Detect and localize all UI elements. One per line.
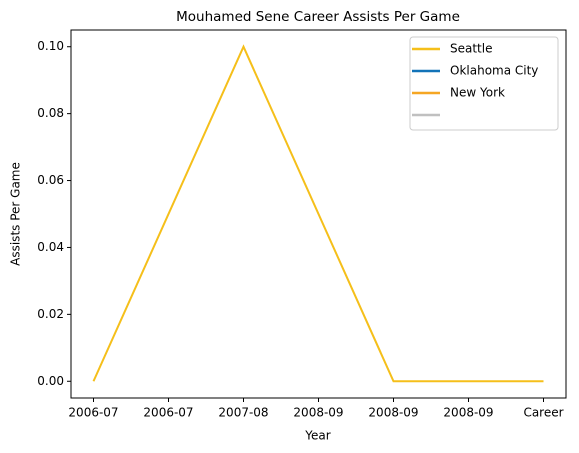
y-tick-label: 0.02 [37, 307, 64, 321]
series-line [92, 44, 544, 383]
x-tick-label: 2007-08 [218, 406, 268, 420]
y-axis-label: Assists Per Game [9, 162, 23, 266]
x-tick-label: Career [523, 406, 563, 420]
x-tick-label: 2006-07 [143, 406, 193, 420]
legend-box [409, 36, 559, 131]
y-tick-label: 0.00 [37, 374, 64, 388]
legend-label: Seattle [450, 42, 492, 56]
x-tick-label: 2008-09 [368, 406, 418, 420]
x-tick-label: 2006-07 [68, 406, 118, 420]
x-tick-label: 2008-09 [293, 406, 343, 420]
y-tick-label: 0.04 [37, 240, 64, 254]
y-tick-label: 0.06 [37, 173, 64, 187]
legend-label: Oklahoma City [450, 64, 538, 78]
x-tick-label: 2008-09 [443, 406, 493, 420]
chart-title: Mouhamed Sene Career Assists Per Game [176, 9, 460, 25]
x-axis-label: Year [304, 429, 330, 443]
y-tick-label: 0.08 [37, 106, 64, 120]
y-tick-label: 0.10 [37, 39, 64, 53]
legend-label: New York [450, 86, 505, 100]
plot-frame [70, 29, 567, 399]
